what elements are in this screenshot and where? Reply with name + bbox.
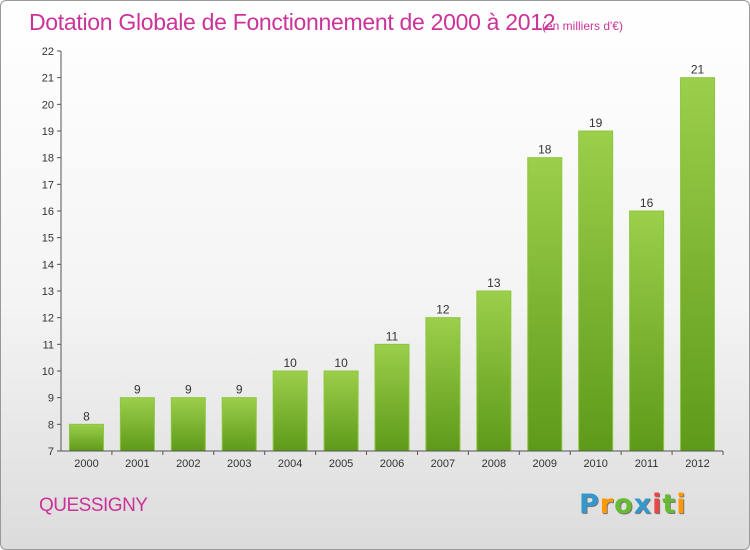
x-tick-label: 2000 <box>74 458 98 470</box>
bar-value-label: 13 <box>487 276 501 290</box>
logo-letter: i <box>676 489 687 520</box>
bar <box>68 423 104 452</box>
bar <box>323 370 359 452</box>
y-tick-label: 12 <box>42 313 54 325</box>
bar-value-label: 9 <box>134 383 141 397</box>
bar <box>272 370 308 452</box>
y-tick-label: 11 <box>43 339 54 351</box>
bar-value-label: 18 <box>538 143 552 157</box>
bar-value-label: 11 <box>386 329 399 343</box>
logo-letter: o <box>614 489 634 520</box>
bar-value-label: 10 <box>334 356 348 370</box>
commune-name: QUESSIGNY <box>39 495 148 516</box>
x-tick-label: 2003 <box>227 458 251 470</box>
x-tick-label: 2002 <box>176 458 200 470</box>
bar-value-label: 19 <box>589 116 603 130</box>
y-tick-label: 10 <box>42 366 54 378</box>
proxiti-logo: Proxiti <box>579 489 687 520</box>
bar <box>374 343 410 452</box>
bar-value-label: 21 <box>691 63 705 77</box>
x-tick-label: 2008 <box>482 458 506 470</box>
y-tick-label: 8 <box>48 419 54 431</box>
x-tick-label: 2011 <box>635 458 659 470</box>
logo-letter: x <box>633 489 653 520</box>
y-tick-label: 15 <box>42 233 54 245</box>
x-tick-label: 2001 <box>125 458 149 470</box>
x-tick-label: 2010 <box>583 458 607 470</box>
bar-value-label: 12 <box>436 303 450 317</box>
y-tick-label: 16 <box>42 206 54 218</box>
x-tick-label: 2005 <box>329 458 353 470</box>
bar <box>527 157 563 452</box>
bar <box>680 77 716 452</box>
logo-letter: P <box>579 489 600 520</box>
bar <box>221 397 257 452</box>
y-tick-label: 18 <box>42 153 54 165</box>
bar <box>578 130 614 452</box>
x-tick-label: 2007 <box>431 458 455 470</box>
y-tick-label: 22 <box>42 46 54 58</box>
x-tick-label: 2004 <box>278 458 302 470</box>
bar-value-label: 8 <box>83 409 90 423</box>
logo-letter: t <box>662 489 677 520</box>
bar <box>629 210 665 452</box>
x-tick-label: 2009 <box>533 458 557 470</box>
bar-value-label: 10 <box>283 356 297 370</box>
x-tick-label: 2006 <box>380 458 404 470</box>
x-tick-label: 2012 <box>685 458 709 470</box>
y-tick-label: 9 <box>48 393 54 405</box>
axes-group: 7 8 9 10 11 12 13 14 15 16 17 18 19 20 21 22 2000 2001 200… <box>42 46 724 470</box>
bar-value-label: 9 <box>185 383 192 397</box>
logo-letter: i <box>652 489 663 520</box>
chart-unit-note: (en milliers d'€) <box>542 19 623 33</box>
y-tick-label: 13 <box>42 286 54 298</box>
logo-letter: r <box>599 489 615 520</box>
y-tick-label: 7 <box>48 446 54 458</box>
bar <box>425 317 461 452</box>
bar <box>170 397 206 452</box>
y-tick-label: 14 <box>42 259 54 271</box>
bar-value-label: 9 <box>236 383 243 397</box>
bar-value-label: 16 <box>640 196 654 210</box>
y-tick-label: 17 <box>42 179 54 191</box>
chart-title: Dotation Globale de Fonctionnement de 20… <box>29 9 556 35</box>
bars-group: 8 9 9 9 10 10 11 12 13 18 19 16 21 <box>68 63 716 452</box>
bar <box>476 290 512 452</box>
bar <box>119 397 155 452</box>
y-tick-label: 19 <box>42 126 54 138</box>
y-tick-label: 21 <box>42 73 54 85</box>
y-tick-label: 20 <box>42 99 54 111</box>
